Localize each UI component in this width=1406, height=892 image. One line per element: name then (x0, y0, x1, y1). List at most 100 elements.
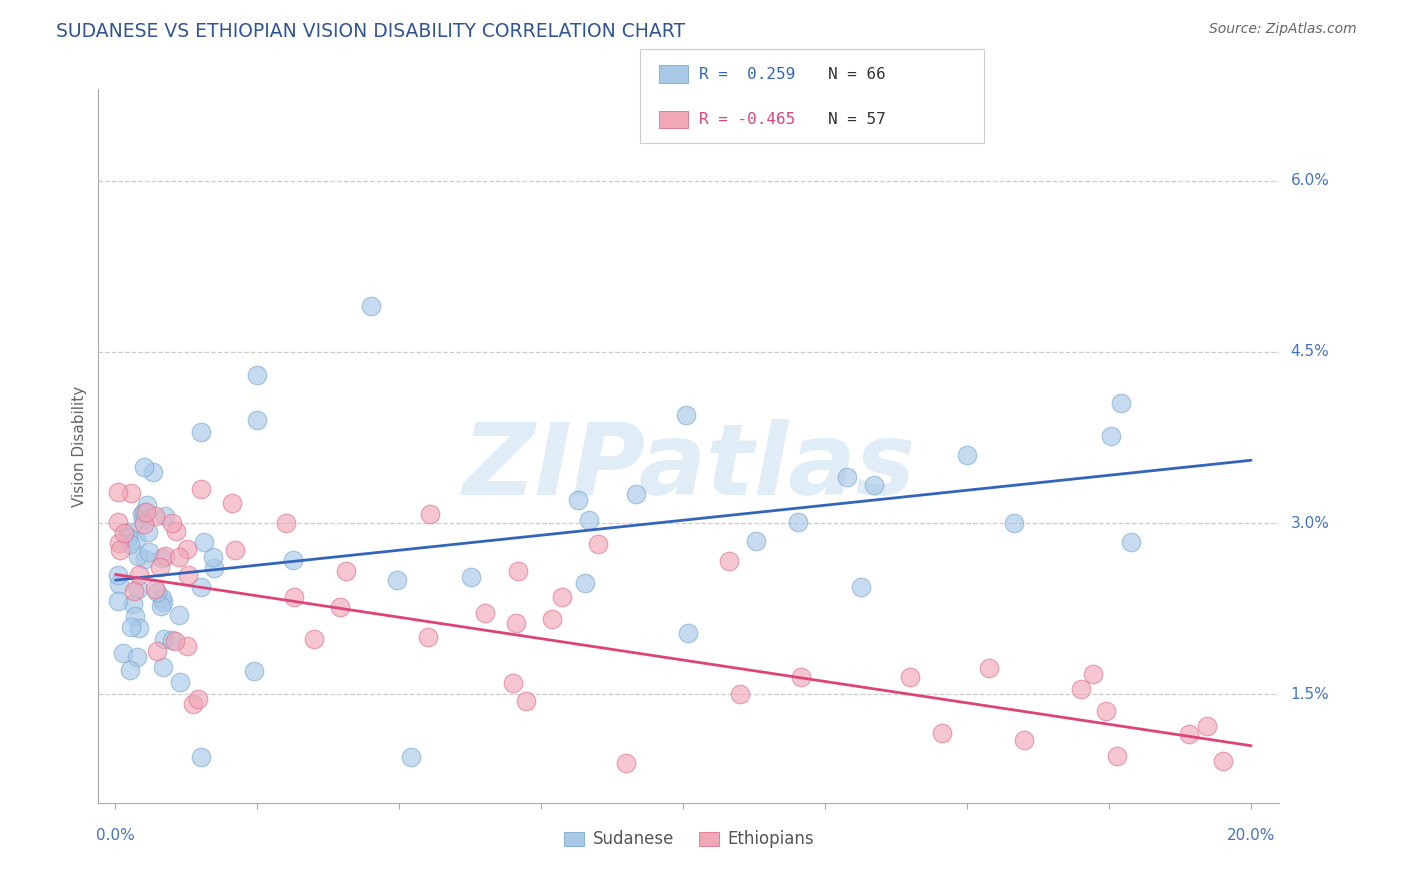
Point (728, 687, 751, 701)
Point (142, 465, 165, 479)
Point (122, 584, 145, 599)
Point (107, 567, 129, 582)
Point (979, 660, 1001, 674)
Point (399, 750, 422, 764)
Point (1107, 749, 1129, 764)
Point (107, 535, 129, 549)
Point (167, 607, 190, 622)
Point (1081, 666, 1104, 681)
Text: R = -0.465: R = -0.465 (699, 112, 794, 127)
Point (118, 537, 141, 551)
Point (149, 560, 172, 574)
Point (190, 750, 212, 764)
Point (416, 630, 439, 644)
Text: 1.5%: 1.5% (1291, 687, 1329, 702)
Point (128, 621, 150, 635)
Point (120, 620, 142, 634)
Point (502, 676, 524, 690)
Point (176, 640, 198, 654)
Point (111, 646, 134, 660)
Point (567, 492, 589, 507)
Text: 0.0%: 0.0% (96, 828, 135, 843)
Point (176, 542, 198, 557)
Point (190, 425, 212, 439)
Point (117, 525, 139, 540)
Point (107, 485, 129, 500)
Point (187, 691, 209, 706)
Point (460, 570, 482, 584)
Point (506, 564, 529, 578)
Point (112, 526, 135, 541)
Point (125, 650, 148, 665)
Point (385, 573, 408, 587)
Point (120, 486, 142, 500)
Point (574, 576, 596, 591)
Point (124, 609, 146, 624)
Point (138, 545, 160, 559)
Point (153, 632, 176, 646)
Point (117, 530, 139, 544)
Point (190, 580, 212, 594)
Point (160, 516, 183, 530)
Point (578, 513, 600, 527)
Text: 6.0%: 6.0% (1291, 173, 1330, 188)
Point (1070, 681, 1092, 696)
Text: 4.5%: 4.5% (1291, 344, 1329, 359)
Point (107, 577, 129, 591)
Point (107, 594, 129, 608)
Point (132, 459, 155, 474)
Legend: Sudanese, Ethiopians: Sudanese, Ethiopians (557, 824, 821, 855)
Point (190, 482, 212, 496)
Point (616, 756, 638, 770)
Point (132, 505, 155, 519)
Point (718, 554, 741, 568)
Point (153, 549, 176, 563)
Point (283, 591, 305, 605)
Point (360, 299, 382, 313)
Text: 3.0%: 3.0% (1291, 516, 1330, 531)
Point (121, 597, 143, 611)
Point (1012, 733, 1035, 747)
Point (152, 660, 174, 674)
Point (1099, 429, 1122, 443)
Point (474, 606, 496, 620)
Point (281, 552, 304, 566)
Point (135, 505, 157, 519)
Point (169, 674, 191, 689)
Text: ZIPatlas: ZIPatlas (463, 419, 915, 516)
Point (128, 568, 150, 582)
Point (419, 508, 441, 522)
Point (787, 515, 810, 529)
Point (956, 448, 979, 462)
Point (505, 616, 527, 631)
Point (1212, 754, 1234, 768)
Point (837, 470, 859, 484)
Text: R =  0.259: R = 0.259 (699, 67, 794, 81)
Text: Source: ZipAtlas.com: Source: ZipAtlas.com (1209, 22, 1357, 37)
Point (201, 549, 224, 564)
Point (221, 496, 243, 510)
Point (131, 508, 153, 522)
Point (118, 663, 141, 677)
Point (246, 368, 269, 382)
Point (127, 582, 149, 597)
Point (1178, 727, 1201, 741)
Point (193, 535, 215, 549)
Point (745, 533, 768, 548)
Point (515, 694, 537, 708)
Point (132, 513, 155, 527)
Y-axis label: Vision Disability: Vision Disability (72, 385, 87, 507)
Point (135, 498, 157, 512)
Point (162, 633, 184, 648)
Point (145, 508, 167, 523)
Point (136, 524, 159, 539)
Point (900, 670, 922, 684)
Point (127, 549, 149, 563)
Point (146, 584, 169, 599)
Point (143, 582, 166, 596)
Point (134, 516, 156, 531)
Text: N = 66: N = 66 (828, 67, 886, 81)
Point (335, 564, 357, 578)
Point (163, 634, 186, 648)
Point (224, 542, 246, 557)
